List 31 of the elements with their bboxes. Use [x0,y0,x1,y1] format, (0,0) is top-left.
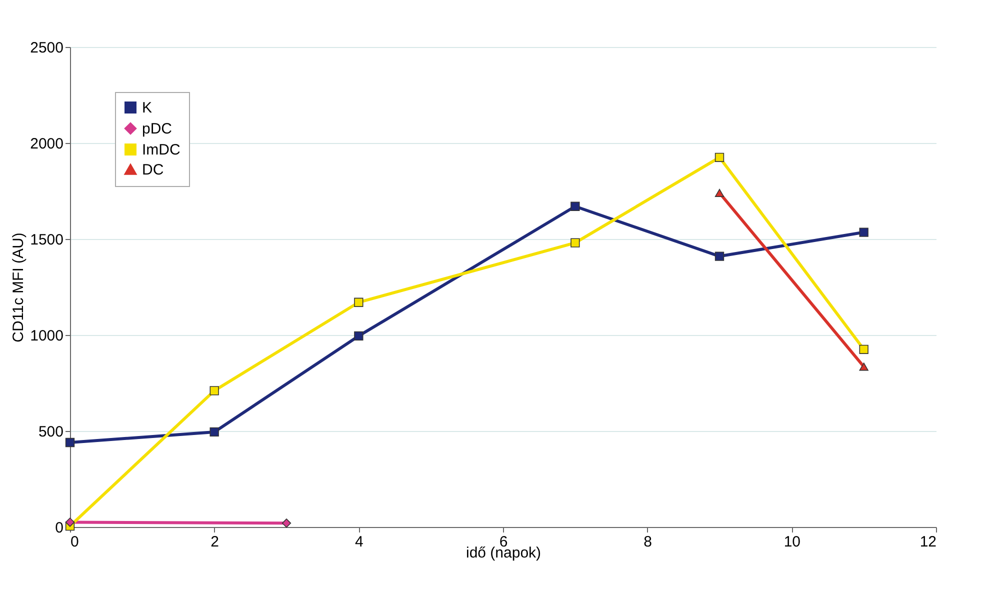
point [354,331,364,341]
point [714,252,724,261]
point [714,152,724,162]
x-tick-label: 10 [784,534,801,550]
point [354,298,364,307]
legend-label: ImDC [142,142,180,158]
point [210,427,219,437]
point [859,228,868,237]
y-tick-label: 500 [38,424,64,440]
y-tick-label: 2500 [30,40,64,56]
legend-label: DC [142,162,164,178]
point [65,518,75,527]
point [65,438,75,448]
point [210,386,219,396]
point [570,202,580,211]
y-tick-label: 2000 [30,136,64,152]
x-tick-label: 4 [354,534,364,550]
x-tick-label: 2 [210,534,220,550]
x-tick-label: 12 [920,534,936,550]
point [282,518,292,528]
x-tick-label: 6 [499,534,508,550]
y-tick-label: 0 [55,520,64,536]
x-tick-label: 0 [70,534,79,550]
legend-label: pDC [142,120,172,138]
x-tick-label: 8 [644,534,652,550]
point [859,344,868,354]
legend-label: K [142,100,152,116]
point [570,238,580,248]
y-tick-label: 1000 [30,328,64,344]
y-axis-title: CD11c MFI (AU) [10,232,28,342]
y-tick-label: 1500 [30,232,64,248]
